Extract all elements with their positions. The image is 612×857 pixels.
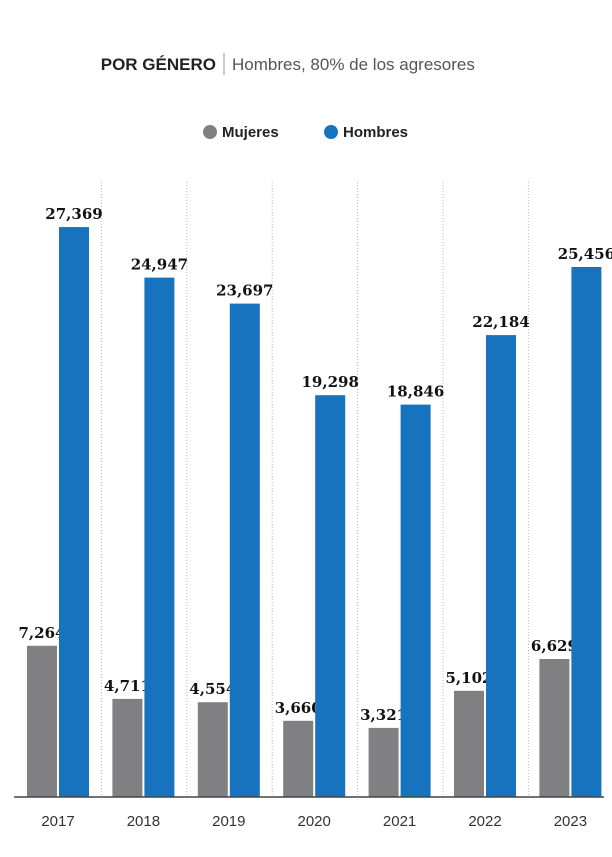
bar-hombres-2023 [571,267,602,797]
chart-title: POR GÉNERO Hombres, 80% de los agresores [101,53,475,75]
x-tick-label-2023: 2023 [554,813,587,830]
x-tick-label-2022: 2022 [468,813,501,830]
data-label-hombres-2023: 25,456 [558,245,612,263]
x-tick-label-2017: 2017 [41,813,74,830]
bar-hombres-2020 [315,395,346,797]
bar-hombres-2021 [400,404,431,797]
data-label-hombres-2019: 23,697 [216,282,273,300]
data-label-mujeres-2019: 4,554 [189,680,236,698]
legend-swatch-hombres [324,125,338,139]
bar-hombres-2018 [144,277,175,798]
plot-area: 7,264 27,369 2017 4,711 24,947 2018 4,554 23,69… [14,182,612,830]
x-tick-label-2020: 2020 [298,813,331,830]
bar-mujeres-2020 [283,720,314,797]
bar-mujeres-2021 [368,727,399,797]
legend-label-hombres: Hombres [343,124,408,141]
bar-mujeres-2019 [197,702,228,797]
data-label-hombres-2017: 27,369 [45,205,102,223]
data-label-hombres-2022: 22,184 [472,313,529,331]
data-label-hombres-2021: 18,846 [387,383,444,401]
data-label-mujeres-2020: 3,660 [275,699,322,717]
data-label-hombres-2020: 19,298 [301,373,358,391]
legend: Mujeres Hombres [203,124,408,141]
data-label-mujeres-2017: 7,264 [19,624,66,642]
bar-hombres-2017 [59,227,89,798]
legend-label-mujeres: Mujeres [222,124,279,141]
legend-swatch-mujeres [203,125,217,139]
chart-subtitle: Hombres, 80% de los agresores [232,55,475,74]
chart-title-main: POR GÉNERO [101,55,216,74]
bar-mujeres-2018 [112,698,143,797]
bar-mujeres-2022 [454,690,484,797]
data-label-mujeres-2022: 5,102 [446,669,493,687]
bar-hombres-2022 [486,335,516,797]
bar-mujeres-2017 [27,645,57,797]
x-tick-label-2018: 2018 [127,813,160,830]
x-tick-label-2021: 2021 [383,813,416,830]
data-label-mujeres-2018: 4,711 [104,677,151,695]
data-label-mujeres-2023: 6,629 [531,637,578,655]
bar-hombres-2019 [229,303,260,797]
data-label-mujeres-2021: 3,321 [360,706,407,724]
x-tick-label-2019: 2019 [212,813,245,830]
data-label-hombres-2018: 24,947 [131,256,188,274]
bar-mujeres-2023 [539,659,570,797]
